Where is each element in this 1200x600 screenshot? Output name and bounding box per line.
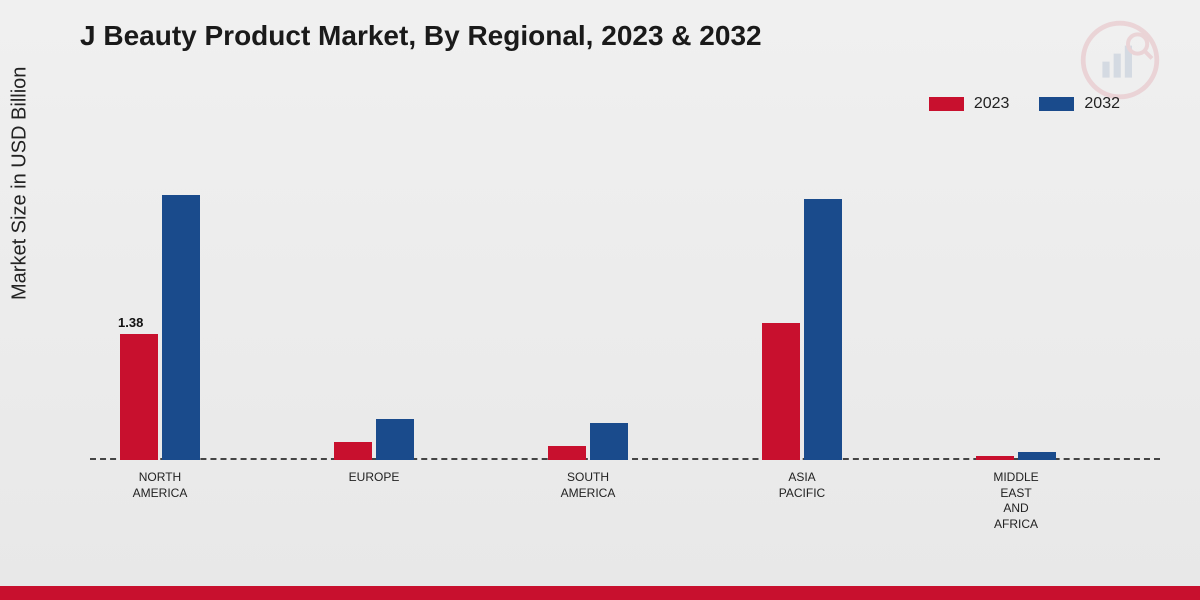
bar-na-2023 <box>120 334 158 460</box>
x-label-mea: MIDDLEEASTANDAFRICA <box>993 470 1038 532</box>
bar-sa-2023 <box>548 446 586 460</box>
bar-na-2032 <box>162 195 200 460</box>
footer-accent-bar <box>0 586 1200 600</box>
y-axis-label: Market Size in USD Billion <box>9 67 32 300</box>
legend-label-2032: 2032 <box>1084 95 1120 113</box>
value-label: 1.38 <box>118 315 143 330</box>
x-label-ap: ASIAPACIFIC <box>779 470 825 501</box>
legend: 2023 2032 <box>929 95 1120 113</box>
x-label-sa: SOUTHAMERICA <box>561 470 616 501</box>
x-label-na: NORTHAMERICA <box>133 470 188 501</box>
bar-ap-2032 <box>804 199 842 460</box>
chart-title: J Beauty Product Market, By Regional, 20… <box>80 20 762 52</box>
bar-group-eu <box>334 419 414 460</box>
brand-logo-watermark <box>1080 20 1160 100</box>
bar-mea-2032 <box>1018 452 1056 460</box>
legend-item-2032: 2032 <box>1039 95 1120 113</box>
bar-sa-2032 <box>590 423 628 460</box>
bar-group-mea <box>976 452 1056 460</box>
bar-mea-2023 <box>976 456 1014 460</box>
bar-eu-2023 <box>334 442 372 460</box>
x-axis-labels: NORTHAMERICA EUROPE SOUTHAMERICA ASIAPACIFI… <box>90 466 1160 546</box>
legend-label-2023: 2023 <box>974 95 1010 113</box>
legend-item-2023: 2023 <box>929 95 1010 113</box>
bar-eu-2032 <box>376 419 414 460</box>
plot-area: 1.38 <box>90 140 1160 460</box>
legend-swatch-2023 <box>929 97 964 111</box>
bar-group-sa <box>548 423 628 460</box>
bar-group-ap <box>762 199 842 460</box>
x-label-eu: EUROPE <box>349 470 400 486</box>
legend-swatch-2032 <box>1039 97 1074 111</box>
bar-ap-2023 <box>762 323 800 460</box>
